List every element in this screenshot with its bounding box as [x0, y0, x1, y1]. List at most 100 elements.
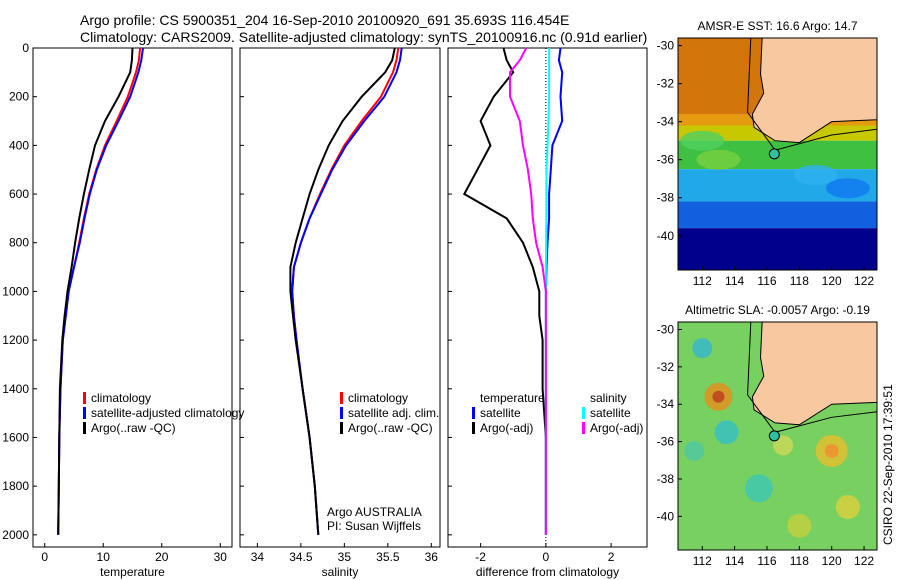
lon-tick-label: 118: [790, 274, 809, 288]
lon-tick-label: 120: [822, 554, 842, 568]
lat-tick-label: -32: [657, 360, 675, 374]
series-line-argo-raw-qc-: [289, 47, 396, 535]
legend-label: climatology: [348, 391, 408, 405]
axes-frame: [239, 47, 441, 548]
map-sla: Altimetric SLA: -0.0057 Argo: -0.19 -30 -3…: [657, 303, 878, 568]
legend-label: Argo(..raw -QC): [91, 421, 176, 435]
legend-swatch: [83, 392, 86, 404]
map-title: AMSR-E SST: 16.6 Argo: 14.7: [697, 19, 857, 33]
sla-eddy: [714, 420, 739, 445]
y-tick-label: 800: [9, 236, 29, 250]
title-line-2: Climatology: CARS2009. Satellite-adjuste…: [80, 29, 648, 45]
legend-label: satellite-adjusted climatology: [91, 406, 244, 420]
x-axis-label: difference from climatology: [476, 565, 619, 579]
map-frame: [677, 37, 878, 271]
legend-swatch: [472, 407, 475, 419]
legend-swatch: [582, 422, 585, 434]
legend-swatch: [340, 392, 343, 404]
series-line-argo-raw-qc-: [57, 47, 134, 535]
land-australia: [751, 322, 877, 426]
sla-eddy: [712, 390, 725, 403]
series-line-temperature-argo-adj-: [462, 47, 547, 535]
series-line-satellite-adj-clim-: [291, 47, 403, 535]
x-tick-label: 30: [214, 550, 228, 564]
lon-tick-label: 122: [854, 274, 874, 288]
legend-label: Argo(..raw -QC): [348, 421, 433, 435]
sst-patch: [793, 164, 838, 185]
y-tick-label: 1800: [2, 479, 29, 493]
sst-patch: [680, 130, 725, 151]
lat-tick-label: -30: [657, 39, 675, 53]
lat-tick-label: -40: [657, 509, 675, 523]
x-tick-label: -2: [475, 550, 486, 564]
lon-tick-label: 120: [822, 274, 842, 288]
lat-tick-label: -38: [657, 191, 675, 205]
legend-swatch: [340, 407, 343, 419]
y-tick-label: 0: [22, 41, 29, 55]
x-tick-label: 20: [155, 550, 169, 564]
map-frame: [677, 321, 878, 551]
legend-label: satellite adj. clim.: [348, 406, 439, 420]
legend-swatch: [340, 422, 343, 434]
series-line-climatology: [291, 47, 400, 535]
title-line-1: Argo profile: CS 5900351_204 16-Sep-2010…: [80, 12, 570, 28]
map-field: [678, 38, 877, 270]
x-tick-label: 34: [251, 550, 265, 564]
legend-label: satellite: [480, 406, 521, 420]
legend-heading: temperature: [480, 391, 545, 405]
x-tick-label: 36: [425, 550, 439, 564]
sla-eddy: [773, 435, 794, 456]
axes-frame: [32, 47, 233, 548]
sla-eddy: [835, 495, 860, 520]
sla-eddy: [744, 474, 773, 503]
sla-eddy: [684, 440, 705, 461]
lat-tick-label: -32: [657, 77, 675, 91]
sla-eddy: [787, 513, 812, 538]
legend-label: Argo(-adj): [480, 421, 533, 435]
sla-eddy: [824, 443, 839, 458]
legend-label: satellite: [590, 406, 631, 420]
lat-tick-label: -38: [657, 472, 675, 486]
map-field: [678, 322, 877, 550]
lat-tick-label: -36: [657, 153, 675, 167]
series-line-salinity-argo-adj-: [509, 47, 547, 535]
x-tick-label: 34.5: [289, 550, 313, 564]
axes-frame: [447, 47, 648, 548]
x-tick-label: 10: [97, 550, 111, 564]
lon-tick-label: 118: [790, 554, 809, 568]
y-tick-label: 1600: [2, 430, 29, 444]
legend-heading: salinity: [590, 391, 627, 405]
legend-label: climatology: [91, 391, 151, 405]
legend-label: Argo(-adj): [590, 421, 643, 435]
lon-tick-label: 116: [757, 554, 776, 568]
lat-tick-label: -40: [657, 229, 675, 243]
sst-band: [678, 201, 877, 229]
argo-float-marker: [768, 430, 780, 442]
x-tick-label: 2: [608, 550, 615, 564]
x-axis-label: salinity: [322, 565, 359, 579]
lon-tick-label: 112: [693, 554, 712, 568]
y-tick-label: 1400: [2, 382, 29, 396]
y-tick-label: 1200: [2, 333, 29, 347]
sst-patch: [825, 178, 870, 199]
lat-tick-label: -30: [657, 322, 675, 336]
lon-tick-label: 116: [757, 274, 776, 288]
argo-float-marker: [768, 148, 780, 160]
map-sst: AMSR-E SST: 16.6 Argo: 14.7 -30 -32 -34 -36 -…: [657, 19, 878, 288]
sst-band: [678, 228, 877, 270]
legend-swatch: [472, 422, 475, 434]
lat-tick-label: -34: [657, 115, 675, 129]
y-tick-label: 2000: [2, 528, 29, 542]
x-tick-label: 0: [41, 550, 48, 564]
annotation: PI: Susan Wijffels: [327, 519, 421, 533]
panel-0: 0 10 20 30 0 200 400 600 800 1000 1200 1400 1600 1800…: [2, 41, 244, 579]
lon-tick-label: 114: [725, 274, 744, 288]
legend-swatch: [582, 407, 585, 419]
lon-tick-label: 112: [693, 274, 712, 288]
x-axis-label: temperature: [100, 565, 165, 579]
x-tick-label: 35: [338, 550, 352, 564]
lon-tick-label: 114: [725, 554, 744, 568]
